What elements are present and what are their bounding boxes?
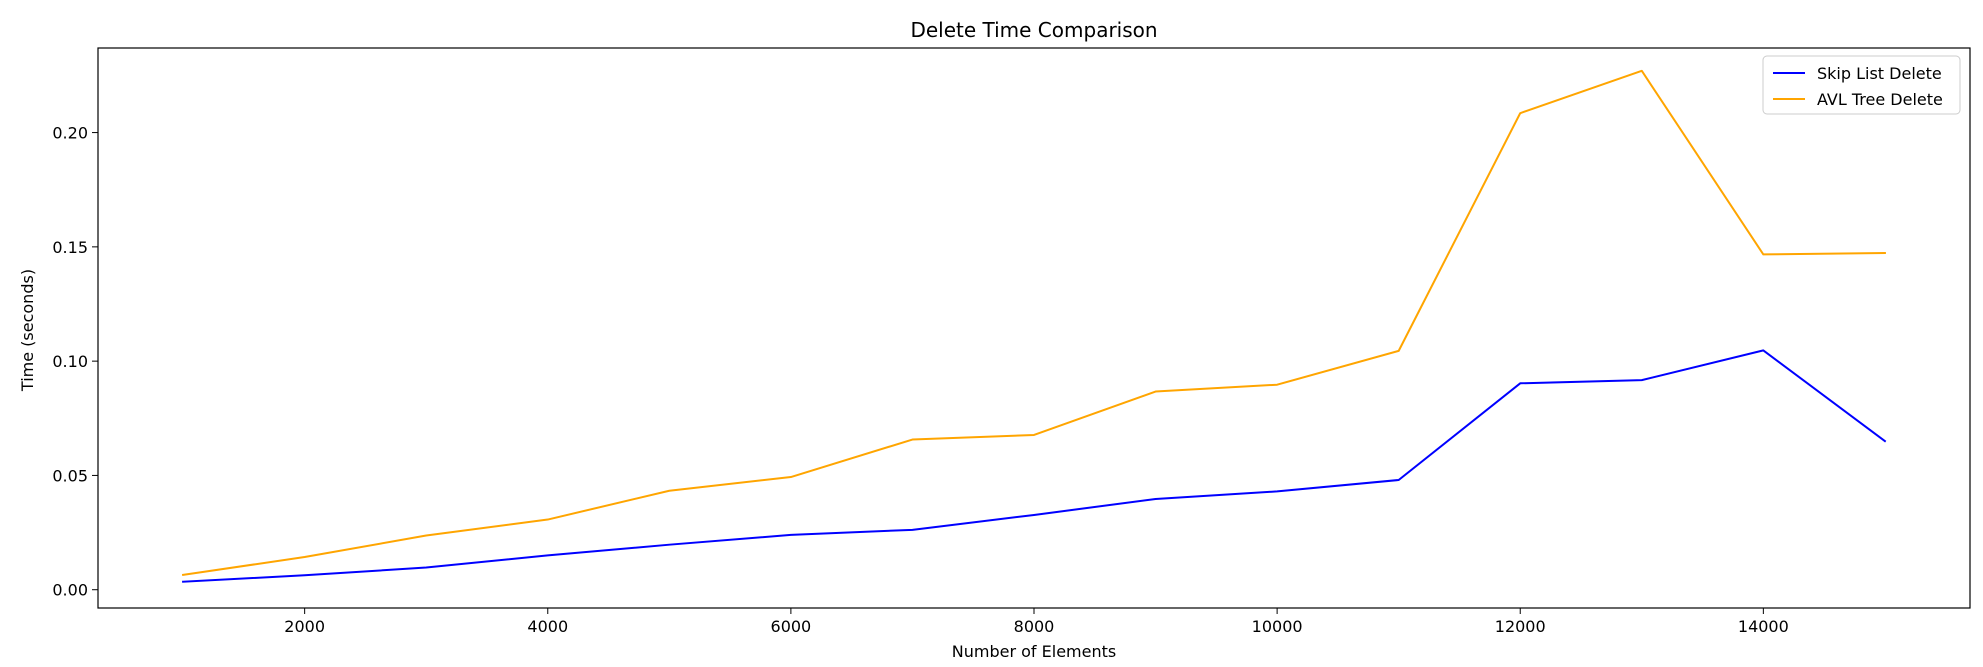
x-tick-label: 2000 [284, 617, 325, 636]
y-tick-label: 0.05 [52, 466, 88, 485]
x-tick-label: 6000 [771, 617, 812, 636]
y-tick-label: 0.20 [52, 124, 88, 143]
series-line-avl-tree-delete [181, 69, 1886, 576]
y-tick-label: 0.10 [52, 352, 88, 371]
y-tick-label: 0.15 [52, 238, 88, 257]
legend-box [1762, 55, 1961, 115]
legend-label: Skip List Delete [1817, 64, 1942, 83]
x-tick-label: 8000 [1014, 617, 1055, 636]
x-tick-label: 12000 [1495, 617, 1546, 636]
axes-frame [97, 47, 1971, 609]
x-axis-label: Number of Elements [952, 642, 1116, 661]
x-tick-label: 10000 [1252, 617, 1303, 636]
plot-area: 2000 4000 6000 8000 10000 12000 14000 0.00 0.05 0… [52, 47, 1971, 636]
legend-label: AVL Tree Delete [1817, 90, 1943, 109]
chart-title: Delete Time Comparison [910, 18, 1157, 42]
x-tick-label: 4000 [527, 617, 568, 636]
series-line-skip-list-delete [182, 349, 1887, 583]
legend: Skip List Delete AVL Tree Delete [1762, 55, 1961, 115]
x-tick-label: 14000 [1738, 617, 1789, 636]
y-tick-label: 0.00 [52, 581, 88, 600]
y-axis-label: Time (seconds) [18, 269, 37, 392]
